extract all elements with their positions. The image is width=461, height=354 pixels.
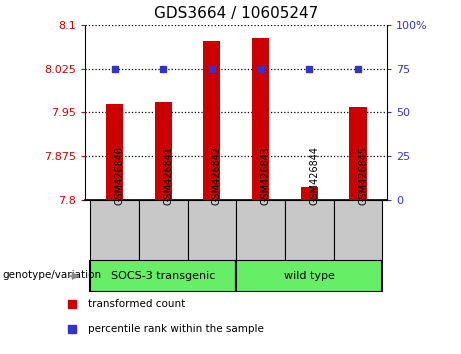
Bar [90, 260, 236, 292]
Bar [155, 102, 172, 200]
Bar [285, 200, 334, 260]
Bar [188, 200, 236, 260]
Bar [106, 104, 123, 200]
Bar [236, 260, 382, 292]
Bar [203, 41, 220, 200]
Bar [236, 200, 285, 260]
Text: GSM426845: GSM426845 [358, 146, 368, 205]
Bar [252, 38, 269, 200]
Text: GSM426843: GSM426843 [260, 146, 271, 205]
Text: genotype/variation: genotype/variation [3, 269, 102, 280]
Text: wild type: wild type [284, 271, 335, 281]
Bar [90, 200, 139, 260]
Text: percentile rank within the sample: percentile rank within the sample [88, 324, 264, 334]
Text: GSM426840: GSM426840 [114, 146, 124, 205]
Title: GDS3664 / 10605247: GDS3664 / 10605247 [154, 6, 319, 21]
Text: SOCS-3 transgenic: SOCS-3 transgenic [111, 271, 215, 281]
Bar [349, 107, 366, 200]
Bar [334, 200, 382, 260]
Text: GSM426842: GSM426842 [212, 146, 222, 205]
Bar [301, 187, 318, 200]
Text: GSM426841: GSM426841 [163, 146, 173, 205]
Bar [139, 200, 188, 260]
Text: GSM426844: GSM426844 [309, 146, 319, 205]
Text: transformed count: transformed count [88, 299, 185, 309]
